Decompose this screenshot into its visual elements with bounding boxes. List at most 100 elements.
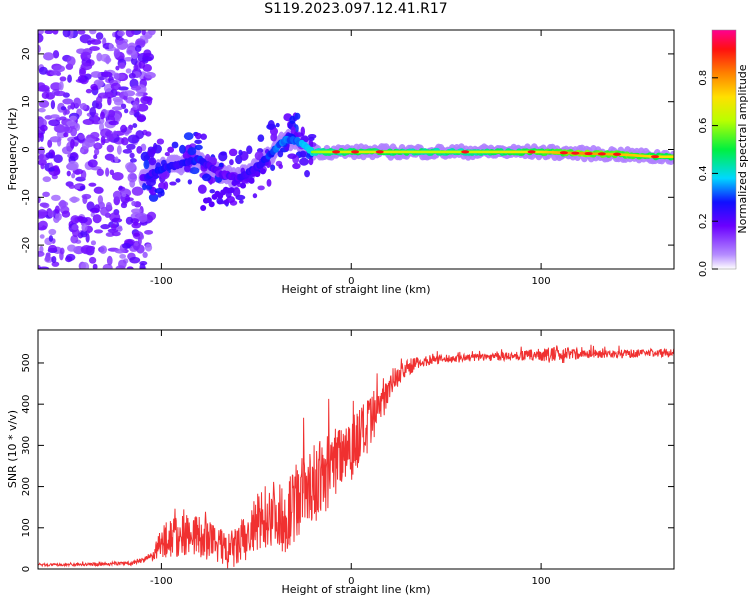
noise-blob	[77, 30, 86, 35]
noise-blob	[93, 229, 104, 234]
noise-blob	[44, 88, 50, 94]
noise-blob	[70, 234, 79, 244]
noise-blob	[53, 154, 63, 163]
noise-blob	[105, 201, 112, 210]
transition-blob	[147, 146, 155, 152]
ridge-peak	[584, 151, 593, 156]
y-tick-label: 10	[21, 95, 32, 108]
transition-blob	[308, 157, 314, 166]
noise-blob	[84, 73, 92, 80]
noise-blob	[92, 263, 98, 269]
noise-blob	[99, 206, 109, 216]
noise-blob	[48, 228, 57, 236]
noise-blob	[141, 30, 146, 36]
transition-blob	[164, 152, 170, 157]
noise-blob	[51, 194, 61, 201]
noise-blob	[100, 224, 111, 230]
transition-blob	[194, 139, 202, 145]
noise-blob	[67, 160, 79, 171]
noise-blob	[79, 148, 85, 154]
noise-blob	[65, 253, 76, 261]
noise-blob	[69, 115, 78, 121]
noise-blob	[133, 232, 140, 237]
noise-blob	[118, 62, 126, 69]
noise-blob	[99, 245, 107, 254]
noise-blob	[42, 191, 50, 198]
transition-blob	[140, 151, 151, 162]
noise-blob	[139, 234, 145, 240]
noise-blob	[67, 74, 72, 83]
noise-blob	[70, 215, 80, 224]
transition-blob	[218, 151, 228, 162]
noise-blob	[50, 114, 60, 119]
noise-blob	[119, 253, 127, 259]
noise-blob	[124, 108, 129, 114]
noise-blob	[49, 70, 61, 76]
transition-blob	[232, 187, 241, 197]
spectrogram-x-ticks: -100 0 100	[150, 30, 551, 287]
noise-blob	[105, 130, 113, 137]
transition-blob	[187, 179, 193, 185]
noise-blob	[112, 190, 122, 200]
transition-blob	[171, 141, 179, 149]
spectrogram-x-label: Height of straight line (km)	[281, 283, 430, 296]
transition-blob	[148, 157, 157, 166]
transition-blob	[179, 144, 186, 154]
noise-blob	[118, 185, 123, 190]
x-tick-label: 100	[532, 576, 551, 587]
noise-blob	[38, 159, 47, 166]
noise-blob	[131, 200, 137, 207]
noise-blob	[107, 96, 112, 106]
transition-blob	[294, 112, 301, 120]
colorbar-tick-label: 0.4	[698, 165, 709, 181]
noise-blob	[38, 251, 45, 257]
colorbar-ticks: 0.0 0.2 0.4 0.6 0.8	[698, 70, 718, 277]
transition-blob	[189, 167, 200, 175]
noise-blob	[136, 103, 149, 112]
noise-blob	[126, 49, 133, 54]
noise-blob	[120, 124, 128, 133]
noise-blob	[122, 242, 131, 249]
noise-blob	[112, 96, 123, 103]
noise-blob	[96, 168, 104, 177]
noise-blob	[80, 261, 90, 269]
noise-blob	[138, 215, 148, 223]
noise-blob	[146, 96, 153, 106]
noise-blob	[70, 127, 78, 137]
ridge-peak	[597, 152, 606, 156]
noise-blob	[95, 32, 104, 40]
noise-blob	[62, 98, 73, 105]
noise-blob	[144, 243, 153, 252]
figure-title: S119.2023.097.12.41.R17	[264, 1, 448, 17]
y-tick-label: 100	[21, 518, 32, 537]
transition-blob	[252, 193, 258, 199]
noise-blob	[136, 244, 145, 254]
noise-blob	[80, 230, 88, 238]
snr-y-label: SNR (10 * v/v)	[6, 410, 19, 488]
transition-blob	[207, 156, 218, 164]
noise-blob	[128, 72, 136, 79]
spectrogram-y-ticks: -20 -10 0 10 20	[21, 48, 674, 253]
noise-blob	[139, 262, 146, 269]
ridge-peak	[651, 155, 660, 159]
y-tick-label: 20	[21, 48, 32, 61]
noise-blob	[66, 170, 71, 177]
noise-blob	[54, 205, 60, 214]
noise-blob	[131, 186, 144, 196]
noise-blob	[136, 114, 147, 123]
noise-blob	[64, 109, 70, 115]
noise-blob	[97, 195, 104, 205]
noise-blob	[132, 123, 138, 128]
ridge-peak	[613, 152, 622, 156]
noise-blob	[111, 217, 123, 223]
transition-blob	[289, 115, 296, 125]
noise-blob	[79, 185, 86, 191]
transition-blob	[209, 189, 216, 194]
noise-blob	[53, 65, 65, 73]
noise-blob	[48, 244, 58, 253]
noise-blob	[87, 159, 98, 168]
noise-blob	[81, 223, 88, 232]
noise-blob	[142, 251, 148, 258]
noise-blob	[71, 173, 76, 179]
noise-blob	[106, 134, 115, 142]
